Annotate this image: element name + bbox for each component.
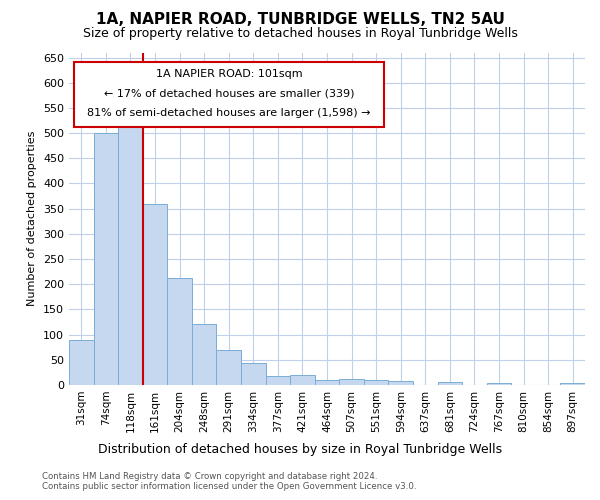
Text: Size of property relative to detached houses in Royal Tunbridge Wells: Size of property relative to detached ho…: [83, 28, 517, 40]
Text: Contains HM Land Registry data © Crown copyright and database right 2024.: Contains HM Land Registry data © Crown c…: [42, 472, 377, 481]
Bar: [69, 340, 94, 385]
Bar: [266, 376, 290, 385]
Bar: [487, 383, 511, 385]
Text: ← 17% of detached houses are smaller (339): ← 17% of detached houses are smaller (33…: [104, 89, 354, 99]
Bar: [192, 324, 217, 385]
Bar: [290, 375, 315, 385]
Text: Contains public sector information licensed under the Open Government Licence v3: Contains public sector information licen…: [42, 482, 416, 491]
Bar: [560, 383, 585, 385]
Bar: [437, 382, 462, 385]
Bar: [118, 118, 143, 385]
FancyBboxPatch shape: [74, 62, 384, 128]
Bar: [143, 204, 167, 385]
Bar: [315, 380, 339, 385]
Text: Distribution of detached houses by size in Royal Tunbridge Wells: Distribution of detached houses by size …: [98, 442, 502, 456]
Bar: [167, 278, 192, 385]
Text: 81% of semi-detached houses are larger (1,598) →: 81% of semi-detached houses are larger (…: [87, 108, 371, 118]
Bar: [364, 380, 388, 385]
Bar: [94, 133, 118, 385]
Text: 1A NAPIER ROAD: 101sqm: 1A NAPIER ROAD: 101sqm: [155, 69, 302, 79]
Bar: [217, 350, 241, 385]
Bar: [339, 380, 364, 385]
Bar: [241, 364, 266, 385]
Bar: [388, 382, 413, 385]
Y-axis label: Number of detached properties: Number of detached properties: [28, 131, 37, 306]
Text: 1A, NAPIER ROAD, TUNBRIDGE WELLS, TN2 5AU: 1A, NAPIER ROAD, TUNBRIDGE WELLS, TN2 5A…: [95, 12, 505, 28]
